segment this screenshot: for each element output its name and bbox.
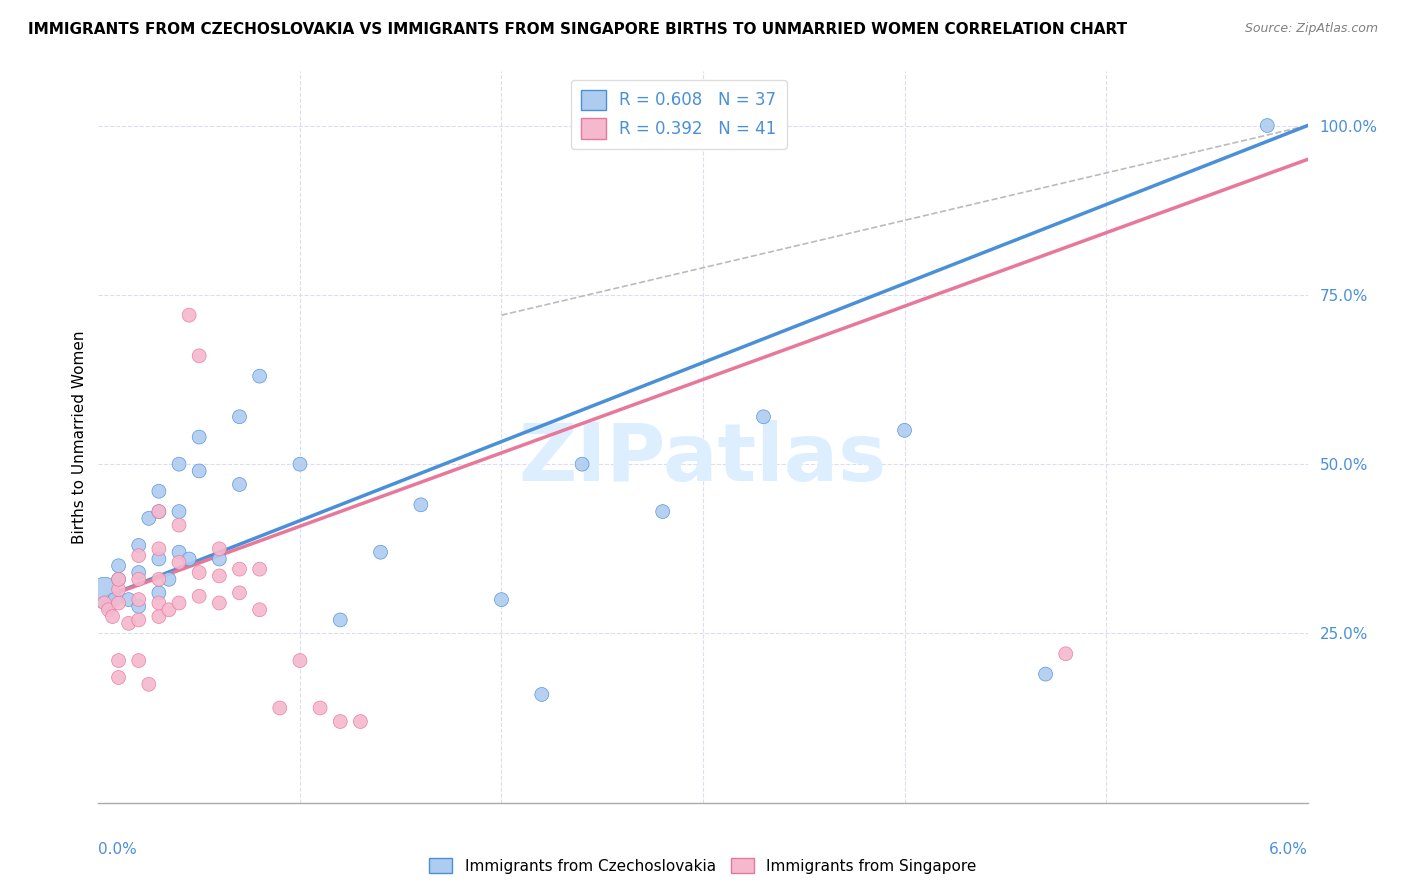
Point	[148, 586, 170, 600]
Point	[288, 654, 311, 668]
Point	[107, 582, 129, 597]
Point	[148, 505, 170, 519]
Point	[309, 701, 332, 715]
Point	[249, 369, 271, 384]
Point	[107, 572, 129, 586]
Point	[148, 505, 170, 519]
Point	[107, 654, 129, 668]
Point	[167, 555, 190, 569]
Text: 6.0%: 6.0%	[1268, 842, 1308, 857]
Point	[208, 596, 231, 610]
Point	[269, 701, 291, 715]
Point	[1035, 667, 1057, 681]
Point	[148, 572, 170, 586]
Point	[107, 558, 129, 573]
Point	[167, 596, 190, 610]
Point	[148, 596, 170, 610]
Point	[228, 409, 250, 424]
Point	[107, 572, 129, 586]
Point	[370, 545, 392, 559]
Point	[228, 477, 250, 491]
Point	[148, 484, 170, 499]
Point	[571, 457, 593, 471]
Point	[651, 505, 673, 519]
Text: ZIPatlas: ZIPatlas	[519, 420, 887, 498]
Point	[329, 714, 352, 729]
Point	[107, 596, 129, 610]
Point	[138, 511, 160, 525]
Point	[128, 654, 150, 668]
Point	[167, 505, 190, 519]
Point	[228, 586, 250, 600]
Point	[530, 688, 553, 702]
Point	[167, 545, 190, 559]
Point	[138, 677, 160, 691]
Point	[188, 430, 211, 444]
Point	[128, 599, 150, 614]
Point	[93, 596, 115, 610]
Text: IMMIGRANTS FROM CZECHOSLOVAKIA VS IMMIGRANTS FROM SINGAPORE BIRTHS TO UNMARRIED : IMMIGRANTS FROM CZECHOSLOVAKIA VS IMMIGR…	[28, 22, 1128, 37]
Point	[228, 562, 250, 576]
Point	[118, 616, 141, 631]
Point	[179, 308, 201, 322]
Point	[208, 541, 231, 556]
Point	[148, 541, 170, 556]
Point	[128, 566, 150, 580]
Point	[409, 498, 432, 512]
Point	[188, 349, 211, 363]
Point	[188, 566, 211, 580]
Point	[893, 423, 915, 437]
Point	[167, 518, 190, 533]
Point	[97, 603, 120, 617]
Point	[97, 599, 120, 614]
Point	[752, 409, 775, 424]
Point	[148, 609, 170, 624]
Point	[103, 592, 125, 607]
Point	[188, 464, 211, 478]
Point	[491, 592, 513, 607]
Point	[128, 538, 150, 552]
Point	[249, 603, 271, 617]
Point	[93, 586, 115, 600]
Point	[188, 589, 211, 603]
Point	[107, 671, 129, 685]
Point	[208, 569, 231, 583]
Point	[157, 572, 180, 586]
Point	[329, 613, 352, 627]
Point	[148, 552, 170, 566]
Text: Source: ZipAtlas.com: Source: ZipAtlas.com	[1244, 22, 1378, 36]
Point	[101, 609, 124, 624]
Point	[157, 603, 180, 617]
Point	[128, 572, 150, 586]
Point	[208, 552, 231, 566]
Point	[1054, 647, 1077, 661]
Point	[118, 592, 141, 607]
Point	[1256, 119, 1278, 133]
Legend: R = 0.608   N = 37, R = 0.392   N = 41: R = 0.608 N = 37, R = 0.392 N = 41	[571, 79, 786, 149]
Legend: Immigrants from Czechoslovakia, Immigrants from Singapore: Immigrants from Czechoslovakia, Immigran…	[423, 852, 983, 880]
Point	[349, 714, 371, 729]
Point	[128, 613, 150, 627]
Point	[288, 457, 311, 471]
Point	[128, 592, 150, 607]
Point	[167, 457, 190, 471]
Y-axis label: Births to Unmarried Women: Births to Unmarried Women	[72, 330, 87, 544]
Point	[128, 549, 150, 563]
Text: 0.0%: 0.0%	[98, 842, 138, 857]
Point	[249, 562, 271, 576]
Point	[179, 552, 201, 566]
